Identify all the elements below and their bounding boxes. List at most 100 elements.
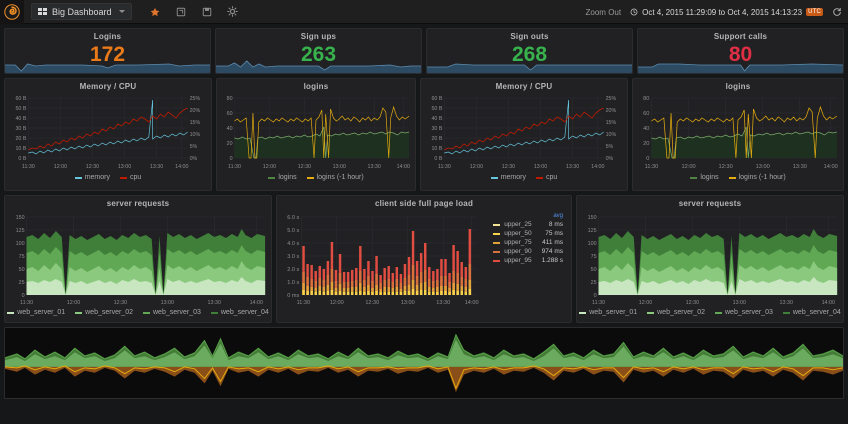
svg-text:20 B: 20 B: [15, 136, 26, 142]
graph-canvas[interactable]: [5, 328, 843, 398]
panel-logins-mid[interactable]: logins 80 60 40 20 0 11:: [216, 78, 416, 191]
svg-text:60 B: 60 B: [15, 96, 26, 102]
svg-text:11:30: 11:30: [438, 164, 451, 170]
svg-text:0%: 0%: [606, 156, 614, 162]
svg-text:40 B: 40 B: [15, 116, 26, 122]
panel-legend: memory cpu: [421, 172, 627, 181]
legend-item: web_server_02: [647, 309, 705, 316]
refresh-icon[interactable]: [832, 7, 842, 17]
svg-text:0: 0: [230, 156, 233, 162]
legend-item: web_server_01: [7, 309, 65, 316]
svg-text:11:30: 11:30: [592, 300, 605, 306]
panel-legend: logins logins (-1 hour): [633, 172, 843, 181]
legend-row[interactable]: upper_75 411 ms: [491, 238, 565, 247]
star-icon[interactable]: [142, 0, 168, 24]
svg-text:150: 150: [16, 215, 25, 221]
svg-text:11:30: 11:30: [228, 164, 241, 170]
panel-server-requests-left[interactable]: server requests 150 125 100 75: [4, 195, 272, 323]
panel-title: logins: [725, 82, 751, 91]
legend-swatch: [75, 311, 83, 314]
svg-text:50: 50: [591, 267, 597, 273]
sparkline: [216, 53, 421, 73]
legend-row[interactable]: upper_50 75 ms: [491, 229, 565, 238]
legend-row[interactable]: upper_25 8 ms: [491, 220, 565, 229]
legend-swatch: [715, 311, 722, 314]
legend-swatch: [579, 311, 587, 314]
gear-icon[interactable]: [220, 0, 246, 24]
stat-panel-signups[interactable]: Sign ups 263: [215, 28, 422, 74]
chevron-down-icon: [118, 10, 125, 13]
graph-canvas[interactable]: 60 B 50 B 40 B 30 B 20 B 10 B 0 B 25% 20%…: [423, 92, 625, 172]
panel-client-side-full-page-load[interactable]: client side full page load 6.0 s 5.0 s 4…: [276, 195, 572, 323]
svg-text:5.0 s: 5.0 s: [287, 228, 299, 234]
svg-text:13:00: 13:00: [118, 164, 131, 170]
graph-canvas[interactable]: 150 125 100 75 50 25 0 11:30 12:00 12:30…: [579, 209, 841, 307]
grafana-logo-icon[interactable]: [0, 0, 24, 24]
stat-panel-signouts[interactable]: Sign outs 268: [426, 28, 633, 74]
svg-text:12:00: 12:00: [681, 164, 695, 170]
panel-server-requests-right[interactable]: server requests 150 125 100 75: [576, 195, 844, 323]
share-icon[interactable]: [168, 0, 194, 24]
legend-value: 974 ms: [541, 248, 563, 255]
svg-text:0 ms: 0 ms: [287, 293, 299, 299]
panel-logins-right[interactable]: logins 80 60 40 20 0 11:: [632, 78, 844, 191]
legend-item: web_server_04: [210, 309, 269, 316]
svg-text:13:30: 13:30: [150, 164, 163, 170]
timezone-badge: UTC: [806, 8, 823, 16]
clock-icon: [630, 8, 638, 16]
legend-item: logins (-1 hour): [728, 174, 786, 181]
svg-text:60: 60: [643, 111, 649, 117]
legend-label: cpu: [129, 174, 142, 181]
graph-canvas[interactable]: 80 60 40 20 0 11:30 12:00 12:30 13:00 13…: [635, 92, 841, 172]
svg-text:30 B: 30 B: [431, 126, 442, 132]
svg-text:40: 40: [227, 126, 233, 132]
svg-text:13:30: 13:30: [368, 164, 381, 170]
svg-text:25: 25: [19, 280, 25, 286]
stat-panel-logins[interactable]: Logins 172: [4, 28, 211, 74]
panel-title: Support calls: [713, 32, 768, 41]
legend-swatch: [143, 311, 150, 314]
svg-text:11:30: 11:30: [20, 300, 33, 306]
legend-row[interactable]: upper_95 1.288 s: [491, 256, 565, 265]
zoom-out-button[interactable]: Zoom Out: [585, 7, 622, 17]
stat-value: 80: [728, 43, 753, 66]
svg-text:125: 125: [588, 228, 597, 234]
graph-canvas[interactable]: 6.0 s 5.0 s 4.0 s 3.0 s 2.0 s 1.0 s 0 ms…: [279, 209, 569, 307]
legend-item: logins: [268, 174, 297, 181]
svg-text:5%: 5%: [606, 144, 614, 150]
svg-text:14:00: 14:00: [824, 164, 838, 170]
svg-text:100: 100: [588, 241, 597, 247]
panel-title: Memory / CPU: [79, 82, 137, 91]
svg-text:20: 20: [227, 141, 233, 147]
top-navbar: Big Dashboard Zoom Out: [0, 0, 848, 24]
legend-swatch: [7, 311, 15, 314]
legend-item: web_server_03: [143, 309, 201, 316]
svg-text:10 B: 10 B: [431, 146, 442, 152]
svg-text:12:30: 12:30: [502, 164, 515, 170]
svg-text:12:30: 12:30: [86, 164, 99, 170]
legend-label: upper_95: [504, 257, 532, 264]
stat-panel-support-calls[interactable]: Support calls 80: [637, 28, 844, 74]
graph-canvas[interactable]: 60 B 50 B 40 B 30 B 20 B 10 B 0 B 25% 20%…: [7, 92, 209, 172]
legend-item: memory: [490, 174, 526, 181]
panel-memory-cpu-right[interactable]: Memory / CPU 60 B 50 B 40 B 30: [420, 78, 628, 191]
legend-item: web_server_02: [75, 309, 133, 316]
legend-row[interactable]: upper_90 974 ms: [491, 247, 565, 256]
legend-label: web_server_03: [725, 309, 773, 316]
panel-memory-cpu-left[interactable]: Memory / CPU 60 B 50 B 40 B 30: [4, 78, 212, 191]
time-range-picker[interactable]: Oct 4, 2015 11:29:09 to Oct 4, 2015 14:1…: [630, 8, 823, 17]
dashboard-picker[interactable]: Big Dashboard: [31, 3, 132, 20]
legend-label: memory: [84, 174, 110, 181]
svg-text:100: 100: [16, 241, 25, 247]
svg-text:13:30: 13:30: [793, 164, 807, 170]
legend-label: cpu: [545, 174, 558, 181]
svg-text:20%: 20%: [606, 108, 617, 114]
save-icon[interactable]: [194, 0, 220, 24]
panel-bottom-overview[interactable]: [4, 327, 844, 399]
stat-value: 172: [89, 43, 126, 66]
graph-canvas[interactable]: 150 125 100 75 50 25 0 11:30 12:00 12:30…: [7, 209, 269, 307]
legend-label: logins: [278, 174, 297, 181]
legend-item: cpu: [535, 174, 558, 181]
legend-label: memory: [500, 174, 526, 181]
graph-canvas[interactable]: 80 60 40 20 0 11:30 12:00 12:30 13:00 13…: [219, 92, 413, 172]
